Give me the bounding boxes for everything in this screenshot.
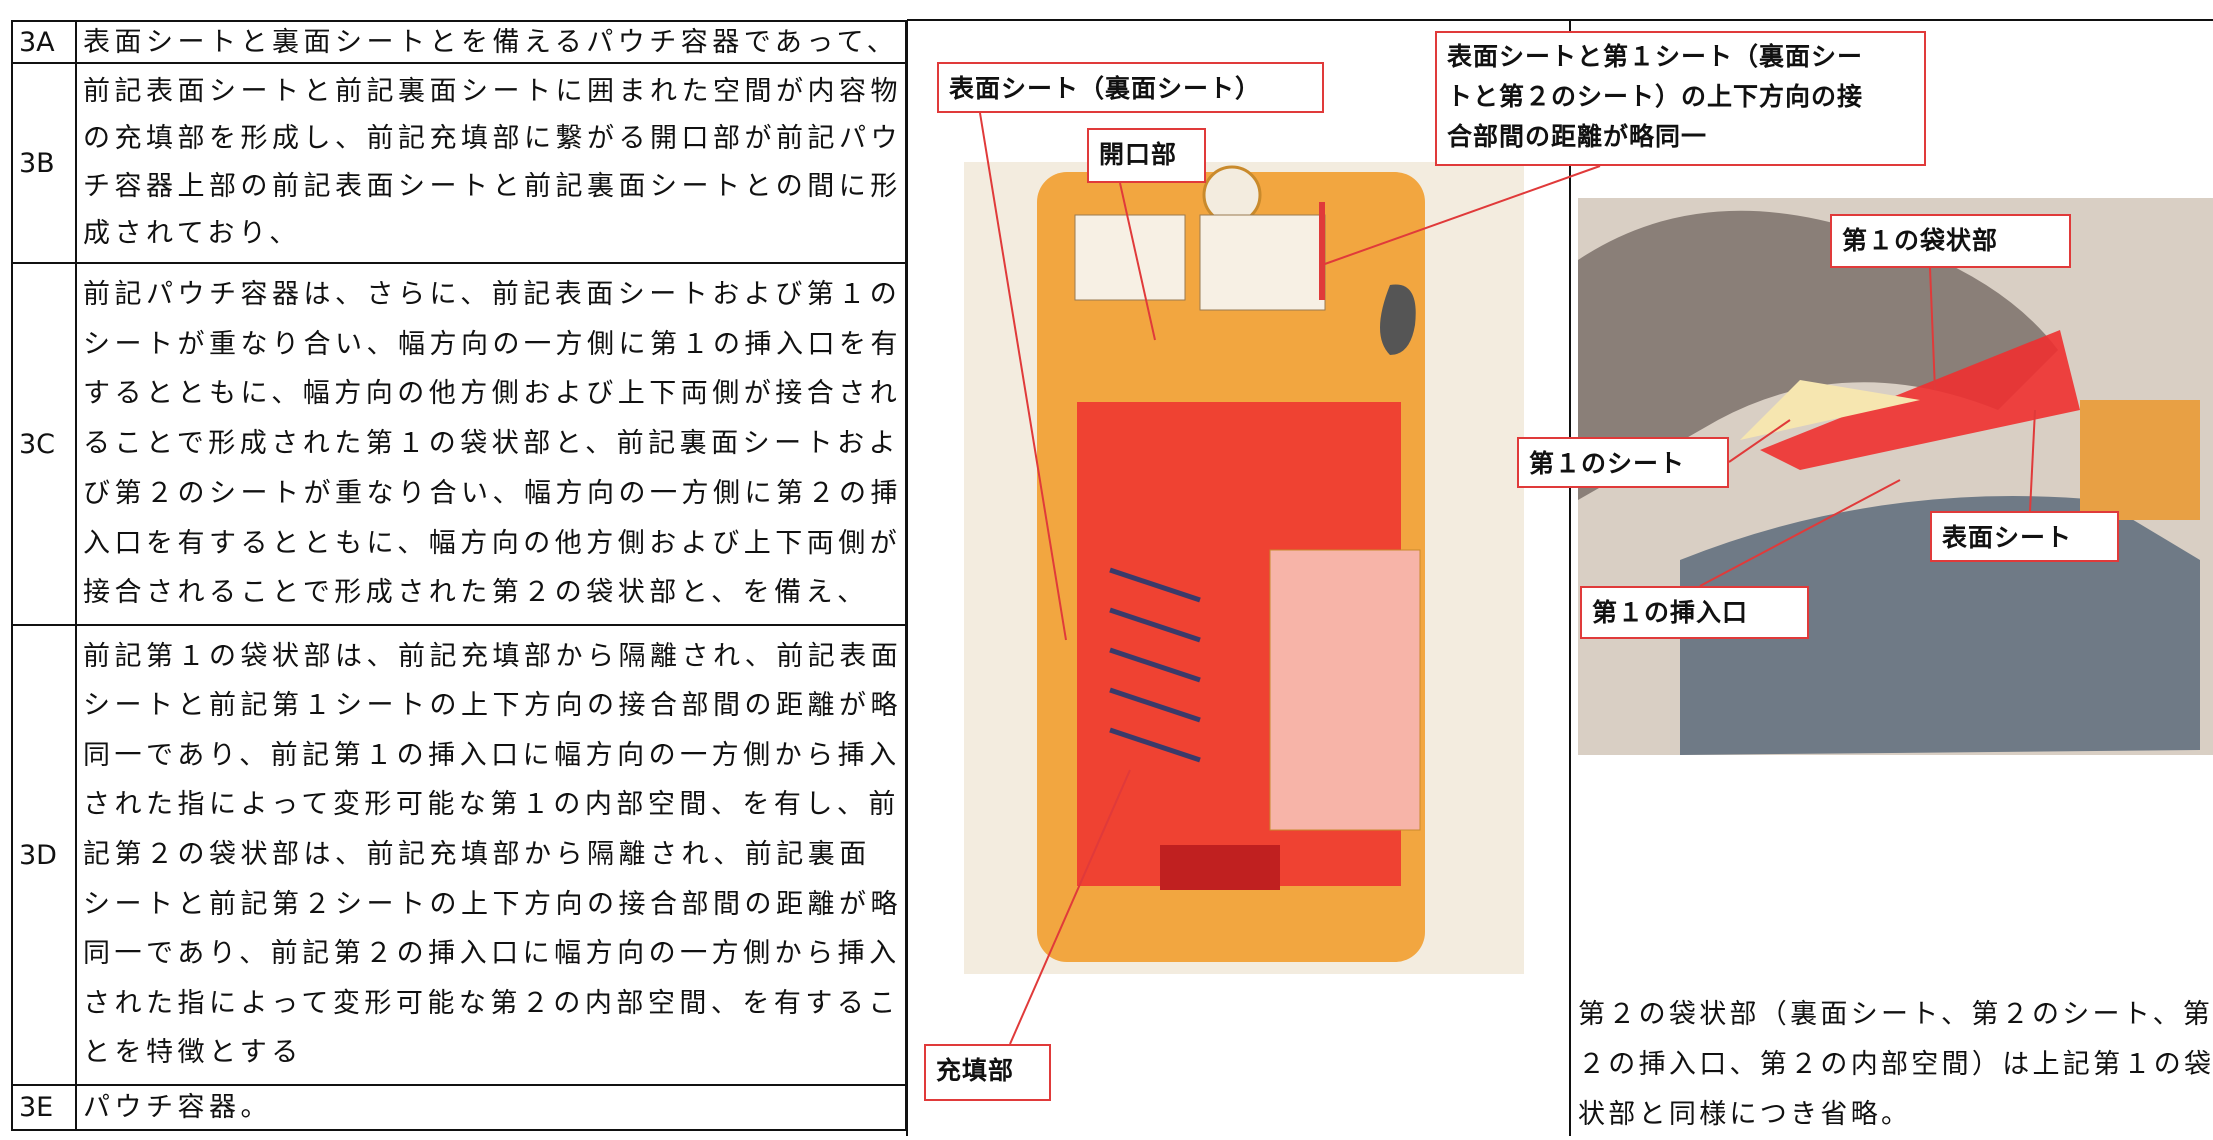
figure-label: 充填部 xyxy=(924,1044,1051,1101)
text-line: 前記パウチ容器は、さらに、前記表面シートおよび第１の xyxy=(83,278,902,310)
claim-text: 前記表面シートと前記裏面シートに囲まれた空間が内容物 の充填部を形成し、前記充填部… xyxy=(75,62,907,264)
claim-text: 前記第１の袋状部は、前記充填部から隔離され、前記表面 シートと前記第１シートの上下… xyxy=(75,624,907,1086)
claim-lines: 表面シートと裏面シートとを備えるパウチ容器であって、 xyxy=(83,23,905,61)
claim-id: 3D xyxy=(11,624,77,1086)
label-line: 充填部 xyxy=(936,1056,1015,1085)
label-line: 第１の挿入口 xyxy=(1592,598,1749,627)
figure-label: 表面シートと第１シート（裏面シー トと第２のシート）の上下方向の接 合部間の距離が略… xyxy=(1435,31,1926,166)
text-line: するとともに、幅方向の他方側および上下両側が接合され xyxy=(83,378,902,410)
claim-id: 3C xyxy=(11,262,77,626)
figure-label: 第１のシート xyxy=(1517,437,1729,488)
label-line: トと第２のシート）の上下方向の接 xyxy=(1447,82,1864,111)
claims-table: 3A 表面シートと裏面シートとを備えるパウチ容器であって、 3B 前記表面シートと前記… xyxy=(11,20,907,1131)
leader-lines xyxy=(1699,267,2036,587)
claim-row: 3E パウチ容器。 xyxy=(11,1084,907,1131)
figure-label: 表面シート xyxy=(1930,511,2119,562)
text-line: 記第２の袋状部は、前記充填部から隔離され、前記裏面 xyxy=(83,838,871,870)
figure-label: 開口部 xyxy=(1087,128,1206,183)
label-line: 第１の袋状部 xyxy=(1842,226,1999,255)
text-line: 表面シートと裏面シートとを備えるパウチ容器であって、 xyxy=(83,27,899,58)
text-line: 接合されることで形成された第２の袋状部と、を備え、 xyxy=(83,577,869,609)
figure-label: 第１の挿入口 xyxy=(1580,586,1809,639)
text-line: とを特徴とする xyxy=(83,1037,303,1069)
text-line: び第２のシートが重なり合い、幅方向の一方側に第２の挿 xyxy=(83,477,902,509)
claim-lines: パウチ容器。 xyxy=(83,1087,905,1128)
figure-label: 第１の袋状部 xyxy=(1830,214,2071,268)
pouch-photo xyxy=(964,162,1524,974)
claim-row: 3B 前記表面シートと前記裏面シートに囲まれた空間が内容物 の充填部を形成し、前記充… xyxy=(11,62,907,264)
claim-text: パウチ容器。 xyxy=(75,1084,907,1131)
caption: 第２の袋状部（裏面シート、第２のシート、第 ２の挿入口、第２の内部空間）は上記第１… xyxy=(1578,990,2213,1140)
text-line: 前記表面シートと前記裏面シートに囲まれた空間が内容物 xyxy=(83,76,902,108)
text-line: シートが重なり合い、幅方向の一方側に第１の挿入口を有 xyxy=(83,328,902,360)
claim-text: 前記パウチ容器は、さらに、前記表面シートおよび第１の シートが重なり合い、幅方向の… xyxy=(75,262,907,626)
hand-photo xyxy=(1578,198,2213,755)
claim-lines: 前記第１の袋状部は、前記充填部から隔離され、前記表面 シートと前記第１シートの上下… xyxy=(83,627,905,1083)
leader-lines xyxy=(979,112,1601,1045)
figure-label: 表面シート（裏面シート） xyxy=(937,62,1324,113)
text-line: された指によって変形可能な第１の内部空間、を有し、前 xyxy=(83,789,900,821)
label-line: 第１のシート xyxy=(1529,449,1686,478)
label-line: 表面シートと第１シート（裏面シー xyxy=(1447,42,1864,71)
text-line: シートと前記第２シートの上下方向の接合部間の距離が略 xyxy=(83,888,902,920)
claim-lines: 前記パウチ容器は、さらに、前記表面シートおよび第１の シートが重なり合い、幅方向の… xyxy=(83,265,905,623)
claim-lines: 前記表面シートと前記裏面シートに囲まれた空間が内容物 の充填部を形成し、前記充填部… xyxy=(83,65,905,261)
claim-id: 3E xyxy=(11,1084,77,1131)
text-line: シートと前記第１シートの上下方向の接合部間の距離が略 xyxy=(83,690,902,722)
claim-text: 表面シートと裏面シートとを備えるパウチ容器であって、 xyxy=(75,20,907,64)
claim-row: 3D 前記第１の袋状部は、前記充填部から隔離され、前記表面 シートと前記第１シートの… xyxy=(11,624,907,1086)
text-line: ることで形成された第１の袋状部と、前記裏面シートおよ xyxy=(83,428,901,459)
text-line: の充填部を形成し、前記充填部に繋がる開口部が前記パウ xyxy=(83,123,902,155)
claim-id: 3A xyxy=(11,20,77,64)
caption-line: 状部と同様につき省略。 xyxy=(1578,1099,1912,1130)
caption-line: ２の挿入口、第２の内部空間）は上記第１の袋 xyxy=(1578,1049,2213,1080)
text-line: パウチ容器。 xyxy=(83,1091,272,1123)
claim-row: 3A 表面シートと裏面シートとを備えるパウチ容器であって、 xyxy=(11,20,907,64)
label-line: 表面シート xyxy=(1942,523,2073,552)
claim-id: 3B xyxy=(11,62,77,264)
caption-line: 第２の袋状部（裏面シート、第２のシート、第 xyxy=(1578,999,2213,1030)
label-line: 表面シート（裏面シート） xyxy=(949,74,1262,103)
text-line: された指によって変形可能な第２の内部空間、を有するこ xyxy=(83,987,900,1019)
text-line: 同一であり、前記第１の挿入口に幅方向の一方側から挿入 xyxy=(83,739,901,771)
text-line: 成されており、 xyxy=(83,217,301,249)
label-line: 開口部 xyxy=(1099,140,1178,169)
text-line: 前記第１の袋状部は、前記充填部から隔離され、前記表面 xyxy=(83,640,903,672)
text-line: チ容器上部の前記表面シートと前記裏面シートとの間に形 xyxy=(83,170,902,202)
text-line: 同一であり、前記第２の挿入口に幅方向の一方側から挿入 xyxy=(83,938,901,970)
label-line: 合部間の距離が略同一 xyxy=(1447,122,1708,151)
text-line: 入口を有するとともに、幅方向の他方側および上下両側が xyxy=(83,527,902,559)
claim-row: 3C 前記パウチ容器は、さらに、前記表面シートおよび第１の シートが重なり合い、幅方… xyxy=(11,262,907,626)
